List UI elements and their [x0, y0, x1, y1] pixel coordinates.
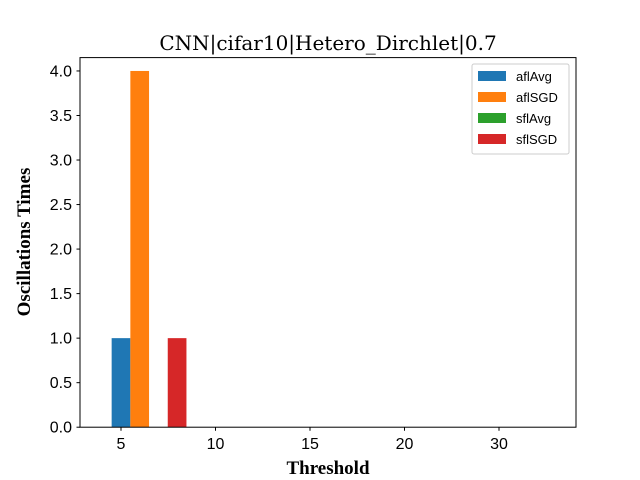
chart-title: CNN|cifar10|Hetero_Dirchlet|0.7	[159, 31, 496, 56]
x-tick-label: 30	[490, 436, 508, 453]
x-tick-label: 15	[301, 436, 319, 453]
legend-swatch-sflAvg	[478, 113, 506, 123]
y-tick-label: 2.5	[50, 197, 72, 214]
legend-swatch-aflAvg	[478, 71, 506, 81]
legend-label-sflSGD: sflSGD	[516, 132, 557, 147]
x-tick-label: 20	[396, 436, 414, 453]
y-tick-label: 2.0	[50, 242, 72, 259]
legend-label-sflAvg: sflAvg	[516, 111, 551, 126]
y-tick-label: 3.0	[50, 153, 72, 170]
x-tick-label: 5	[117, 436, 126, 453]
legend-frame	[471, 63, 570, 155]
plot-frame	[79, 57, 577, 428]
y-tick-label: 3.5	[50, 108, 72, 125]
y-tick-label: 0.5	[50, 375, 72, 392]
y-axis-label: Oscillations Times	[14, 168, 35, 317]
y-axis: 0.0 0.5 1.0 1.5 2.0 2.5 3.0 3.5 4.0	[50, 63, 80, 437]
legend-label-aflAvg: aflAvg	[516, 69, 552, 84]
bars-group	[111, 70, 187, 428]
legend-swatch-aflSGD	[478, 92, 506, 102]
y-tick-label: 4.0	[50, 63, 72, 80]
legend: aflAvg aflSGD sflAvg sflSGD	[471, 63, 570, 155]
y-tick-label: 1.0	[50, 331, 72, 348]
legend-label-aflSGD: aflSGD	[516, 90, 558, 105]
bar-sflSGD-5	[167, 338, 187, 428]
x-axis: 5 10 15 20 30	[117, 427, 508, 453]
y-tick-label: 1.5	[50, 286, 72, 303]
bar-aflAvg-5	[111, 338, 131, 428]
x-tick-label: 10	[207, 436, 225, 453]
x-axis-label: Threshold	[286, 458, 370, 479]
legend-swatch-sflSGD	[478, 134, 506, 144]
bar-aflSGD-5	[130, 70, 150, 428]
y-tick-label: 0.0	[50, 420, 72, 437]
